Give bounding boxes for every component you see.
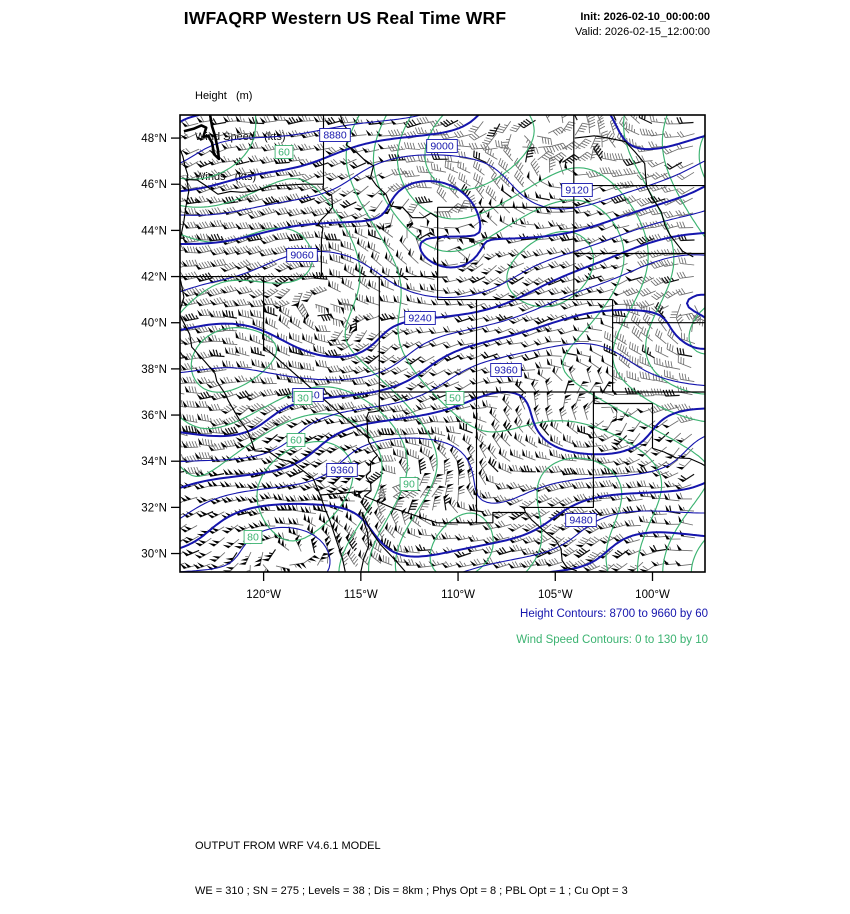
y-tick-label: 32°N [141, 502, 167, 514]
border-az_nm_mexico [363, 490, 526, 524]
contour-label: 8880 [323, 130, 347, 142]
contour-label: 50 [449, 393, 461, 405]
x-tick-label: 115°W [344, 589, 378, 601]
height-contour-caption: Height Contours: 8700 to 9660 by 60 [520, 608, 708, 620]
contour-label-box [404, 311, 436, 325]
border-ca_nv [263, 276, 369, 439]
contour-label-box [561, 183, 593, 197]
contour-label: 9480 [569, 515, 593, 527]
contour-label-box [319, 128, 351, 142]
axes: 48°N 46°N 44°N 42°N 40°N 38°N 36°N 34°N 32°N 30°N… [141, 133, 670, 601]
contour-label: 90 [403, 479, 415, 491]
y-tick-label: 48°N [141, 133, 167, 145]
border-wa_or_columbia [186, 179, 324, 195]
contour-label: 9000 [430, 141, 454, 153]
border-ca_mexico [319, 490, 372, 496]
y-tick-label: 38°N [141, 364, 167, 376]
page-title: IWFAQRP Western US Real Time WRF [183, 8, 507, 28]
contour-label: 9240 [408, 313, 432, 325]
contour-label: 9060 [290, 250, 314, 262]
y-tick-label: 34°N [141, 456, 167, 468]
contour-labels: 8880900091209060924092409360936094806030… [243, 128, 597, 544]
footer-model-line: OUTPUT FROM WRF V4.6.1 MODEL [195, 840, 381, 852]
map-content: 8880900091209060924092409360936094806030… [180, 115, 705, 572]
map-frame [179, 114, 706, 573]
contour-label-box [445, 391, 465, 405]
state-borders [180, 115, 705, 572]
contour-label: 60 [290, 435, 302, 447]
y-tick-label: 42°N [141, 272, 167, 284]
contour-label: 9120 [565, 185, 589, 197]
x-tick-label: 110°W [441, 589, 475, 601]
valid-timestamp: Valid: 2026-02-15_12:00:00 [575, 26, 710, 38]
timestamp-block: Init: 2026-02-10_00:00:00 Valid: 2026-02… [575, 10, 710, 40]
footer-config-line: WE = 310 ; SN = 275 ; Levels = 38 ; Dis … [195, 885, 628, 897]
model-footer: OUTPUT FROM WRF V4.6.1 MODEL WE = 310 ; … [195, 809, 628, 914]
contour-label: 60 [278, 147, 290, 159]
contour-label-box [426, 139, 458, 153]
contour-label-box [243, 530, 263, 544]
y-tick-label: 46°N [141, 179, 167, 191]
border-baja_east_coast [360, 511, 370, 572]
wrf-map: 8880900091209060924092409360936094806030… [141, 114, 706, 601]
border-red_river [652, 447, 705, 467]
y-tick-label: 44°N [141, 225, 167, 237]
contour-label-box [286, 248, 318, 262]
y-tick-label: 36°N [141, 410, 167, 422]
contour-label-box [490, 363, 522, 377]
y-tick-label: 40°N [141, 318, 167, 330]
border-or_id_snake [317, 184, 334, 277]
legend-height: Height (m) [195, 90, 253, 102]
init-timestamp: Init: 2026-02-10_00:00:00 [580, 11, 710, 23]
contour-label-box [286, 433, 306, 447]
border-colorado_river_ca_az [365, 436, 378, 491]
contour-label: 9360 [330, 465, 354, 477]
windspeed-contour-caption: Wind Speed Contours: 0 to 130 by 10 [516, 634, 708, 646]
contour-label: 80 [247, 532, 259, 544]
contour-label-box [326, 463, 358, 477]
contour-label: 9360 [494, 365, 518, 377]
border-missouri_river [574, 135, 694, 258]
border-nm_tx [523, 392, 594, 513]
x-tick-label: 100°W [635, 589, 670, 601]
x-tick-label: 120°W [246, 589, 281, 601]
contour-label-box [274, 145, 294, 159]
border-gulf_of_california [361, 511, 407, 572]
contour-label-box [399, 477, 419, 491]
border-coast_west [180, 147, 346, 572]
x-tick-label: 105°W [538, 589, 573, 601]
border-puget_sound [183, 115, 221, 161]
contour-label: 30 [297, 393, 309, 405]
wind-speed-contours [180, 115, 705, 572]
border-nv_az_river [366, 410, 380, 439]
contour-label-box [293, 391, 313, 405]
border-rio_grande [525, 512, 577, 572]
y-tick-label: 30°N [141, 549, 167, 561]
contour-label-box [565, 513, 597, 527]
